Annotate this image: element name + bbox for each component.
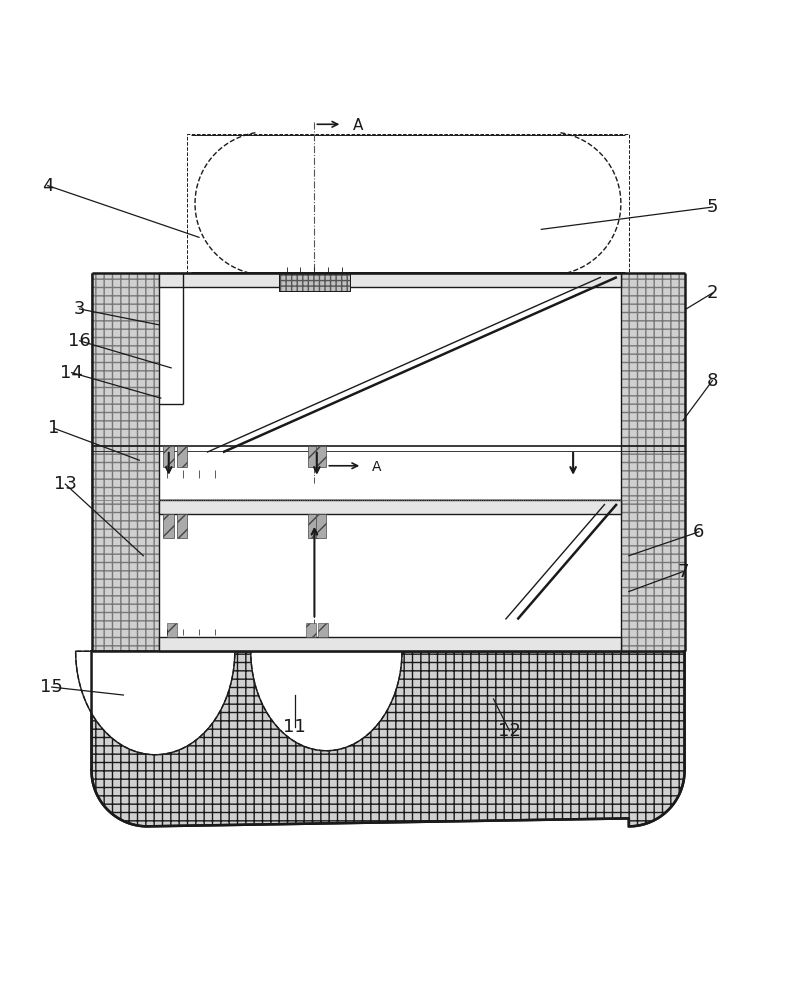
Polygon shape (621, 273, 685, 500)
Bar (163, 446, 174, 467)
Bar (163, 514, 174, 538)
Bar (279, 273, 350, 291)
Bar (318, 623, 328, 637)
Text: 2: 2 (707, 284, 718, 302)
Bar (167, 623, 177, 637)
Bar (177, 446, 187, 467)
Bar (187, 134, 629, 273)
Text: 7: 7 (677, 563, 689, 581)
Bar (617, 273, 685, 500)
Text: 11: 11 (283, 718, 306, 736)
Polygon shape (621, 500, 685, 651)
Text: 3: 3 (74, 300, 85, 318)
Bar (306, 623, 316, 637)
Text: 12: 12 (498, 722, 521, 740)
Bar (92, 273, 159, 500)
Bar (316, 446, 326, 467)
Polygon shape (92, 273, 159, 500)
Bar (92, 273, 685, 500)
Polygon shape (92, 651, 685, 826)
Bar (92, 500, 159, 651)
Bar (159, 273, 621, 500)
Text: 1: 1 (49, 419, 60, 437)
Text: A: A (372, 460, 381, 474)
Text: 15: 15 (41, 678, 63, 696)
Text: 14: 14 (60, 364, 83, 382)
Bar (187, 134, 629, 273)
Bar (159, 500, 621, 651)
Polygon shape (92, 500, 159, 651)
Bar (159, 500, 621, 514)
Bar (159, 637, 621, 651)
Text: 5: 5 (707, 198, 718, 216)
Polygon shape (251, 651, 478, 751)
Text: 13: 13 (54, 475, 76, 493)
Bar (177, 514, 187, 538)
Bar (308, 514, 318, 538)
Text: 4: 4 (42, 177, 53, 195)
Bar (308, 446, 318, 467)
Bar (92, 500, 685, 651)
Text: A: A (353, 118, 363, 133)
Bar (316, 514, 326, 538)
Polygon shape (76, 651, 314, 755)
Text: 8: 8 (707, 372, 718, 390)
Bar (617, 500, 685, 651)
Text: 16: 16 (68, 332, 91, 350)
Text: 6: 6 (693, 523, 704, 541)
Bar (159, 273, 621, 287)
Bar (279, 273, 350, 291)
